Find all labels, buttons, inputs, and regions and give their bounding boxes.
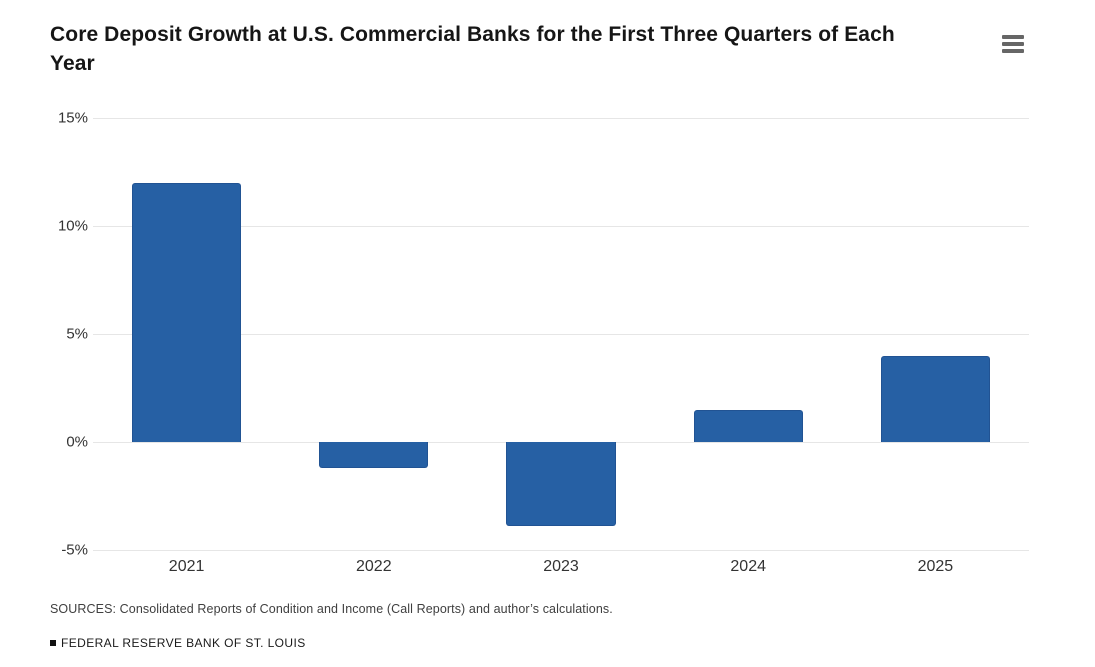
bar-2021[interactable] — [132, 182, 242, 442]
bar-2025[interactable] — [880, 355, 990, 442]
hamburger-icon — [1002, 35, 1024, 53]
x-tick-label-2025: 2025 — [917, 558, 954, 575]
gridline-15 — [93, 117, 1029, 119]
hamburger-bar — [1002, 49, 1024, 53]
x-axis: 2021 2022 2023 2024 2025 — [93, 550, 1029, 580]
y-tick-label-10: 10% — [57, 217, 88, 235]
gridline-10 — [93, 225, 1029, 227]
x-tick-label-2024: 2024 — [730, 558, 766, 575]
y-tick-label-0: 0% — [66, 433, 88, 451]
bar-2023[interactable] — [506, 442, 616, 527]
bar-chart: 15% 10% 5% 0% -5% 2021 2022 2023 2024 2025 — [0, 110, 1029, 580]
x-tick-label-2021: 2021 — [168, 558, 205, 575]
stl-fed-square-icon — [50, 640, 56, 646]
x-tick-label-2023: 2023 — [543, 558, 579, 575]
gridline-5 — [93, 333, 1029, 335]
bar-2022[interactable] — [319, 442, 429, 468]
footer-brand-label: FEDERAL RESERVE BANK OF ST. LOUIS — [61, 636, 306, 650]
y-tick-label--5: -5% — [61, 541, 88, 559]
chart-context-menu-button[interactable] — [999, 31, 1027, 57]
y-tick-label-15: 15% — [57, 109, 88, 127]
bar-2024[interactable] — [693, 409, 803, 442]
sources-note: SOURCES: Consolidated Reports of Conditi… — [50, 602, 613, 616]
x-tick-label-2022: 2022 — [356, 558, 392, 575]
y-axis: 15% 10% 5% 0% -5% — [0, 110, 88, 559]
gridline--5 — [93, 549, 1029, 551]
chart-title: Core Deposit Growth at U.S. Commercial B… — [50, 23, 895, 75]
plot-area — [93, 117, 1029, 551]
footer-brand: FEDERAL RESERVE BANK OF ST. LOUIS — [50, 636, 306, 650]
y-tick-label-5: 5% — [66, 325, 88, 343]
hamburger-bar — [1002, 35, 1024, 39]
hamburger-bar — [1002, 42, 1024, 46]
